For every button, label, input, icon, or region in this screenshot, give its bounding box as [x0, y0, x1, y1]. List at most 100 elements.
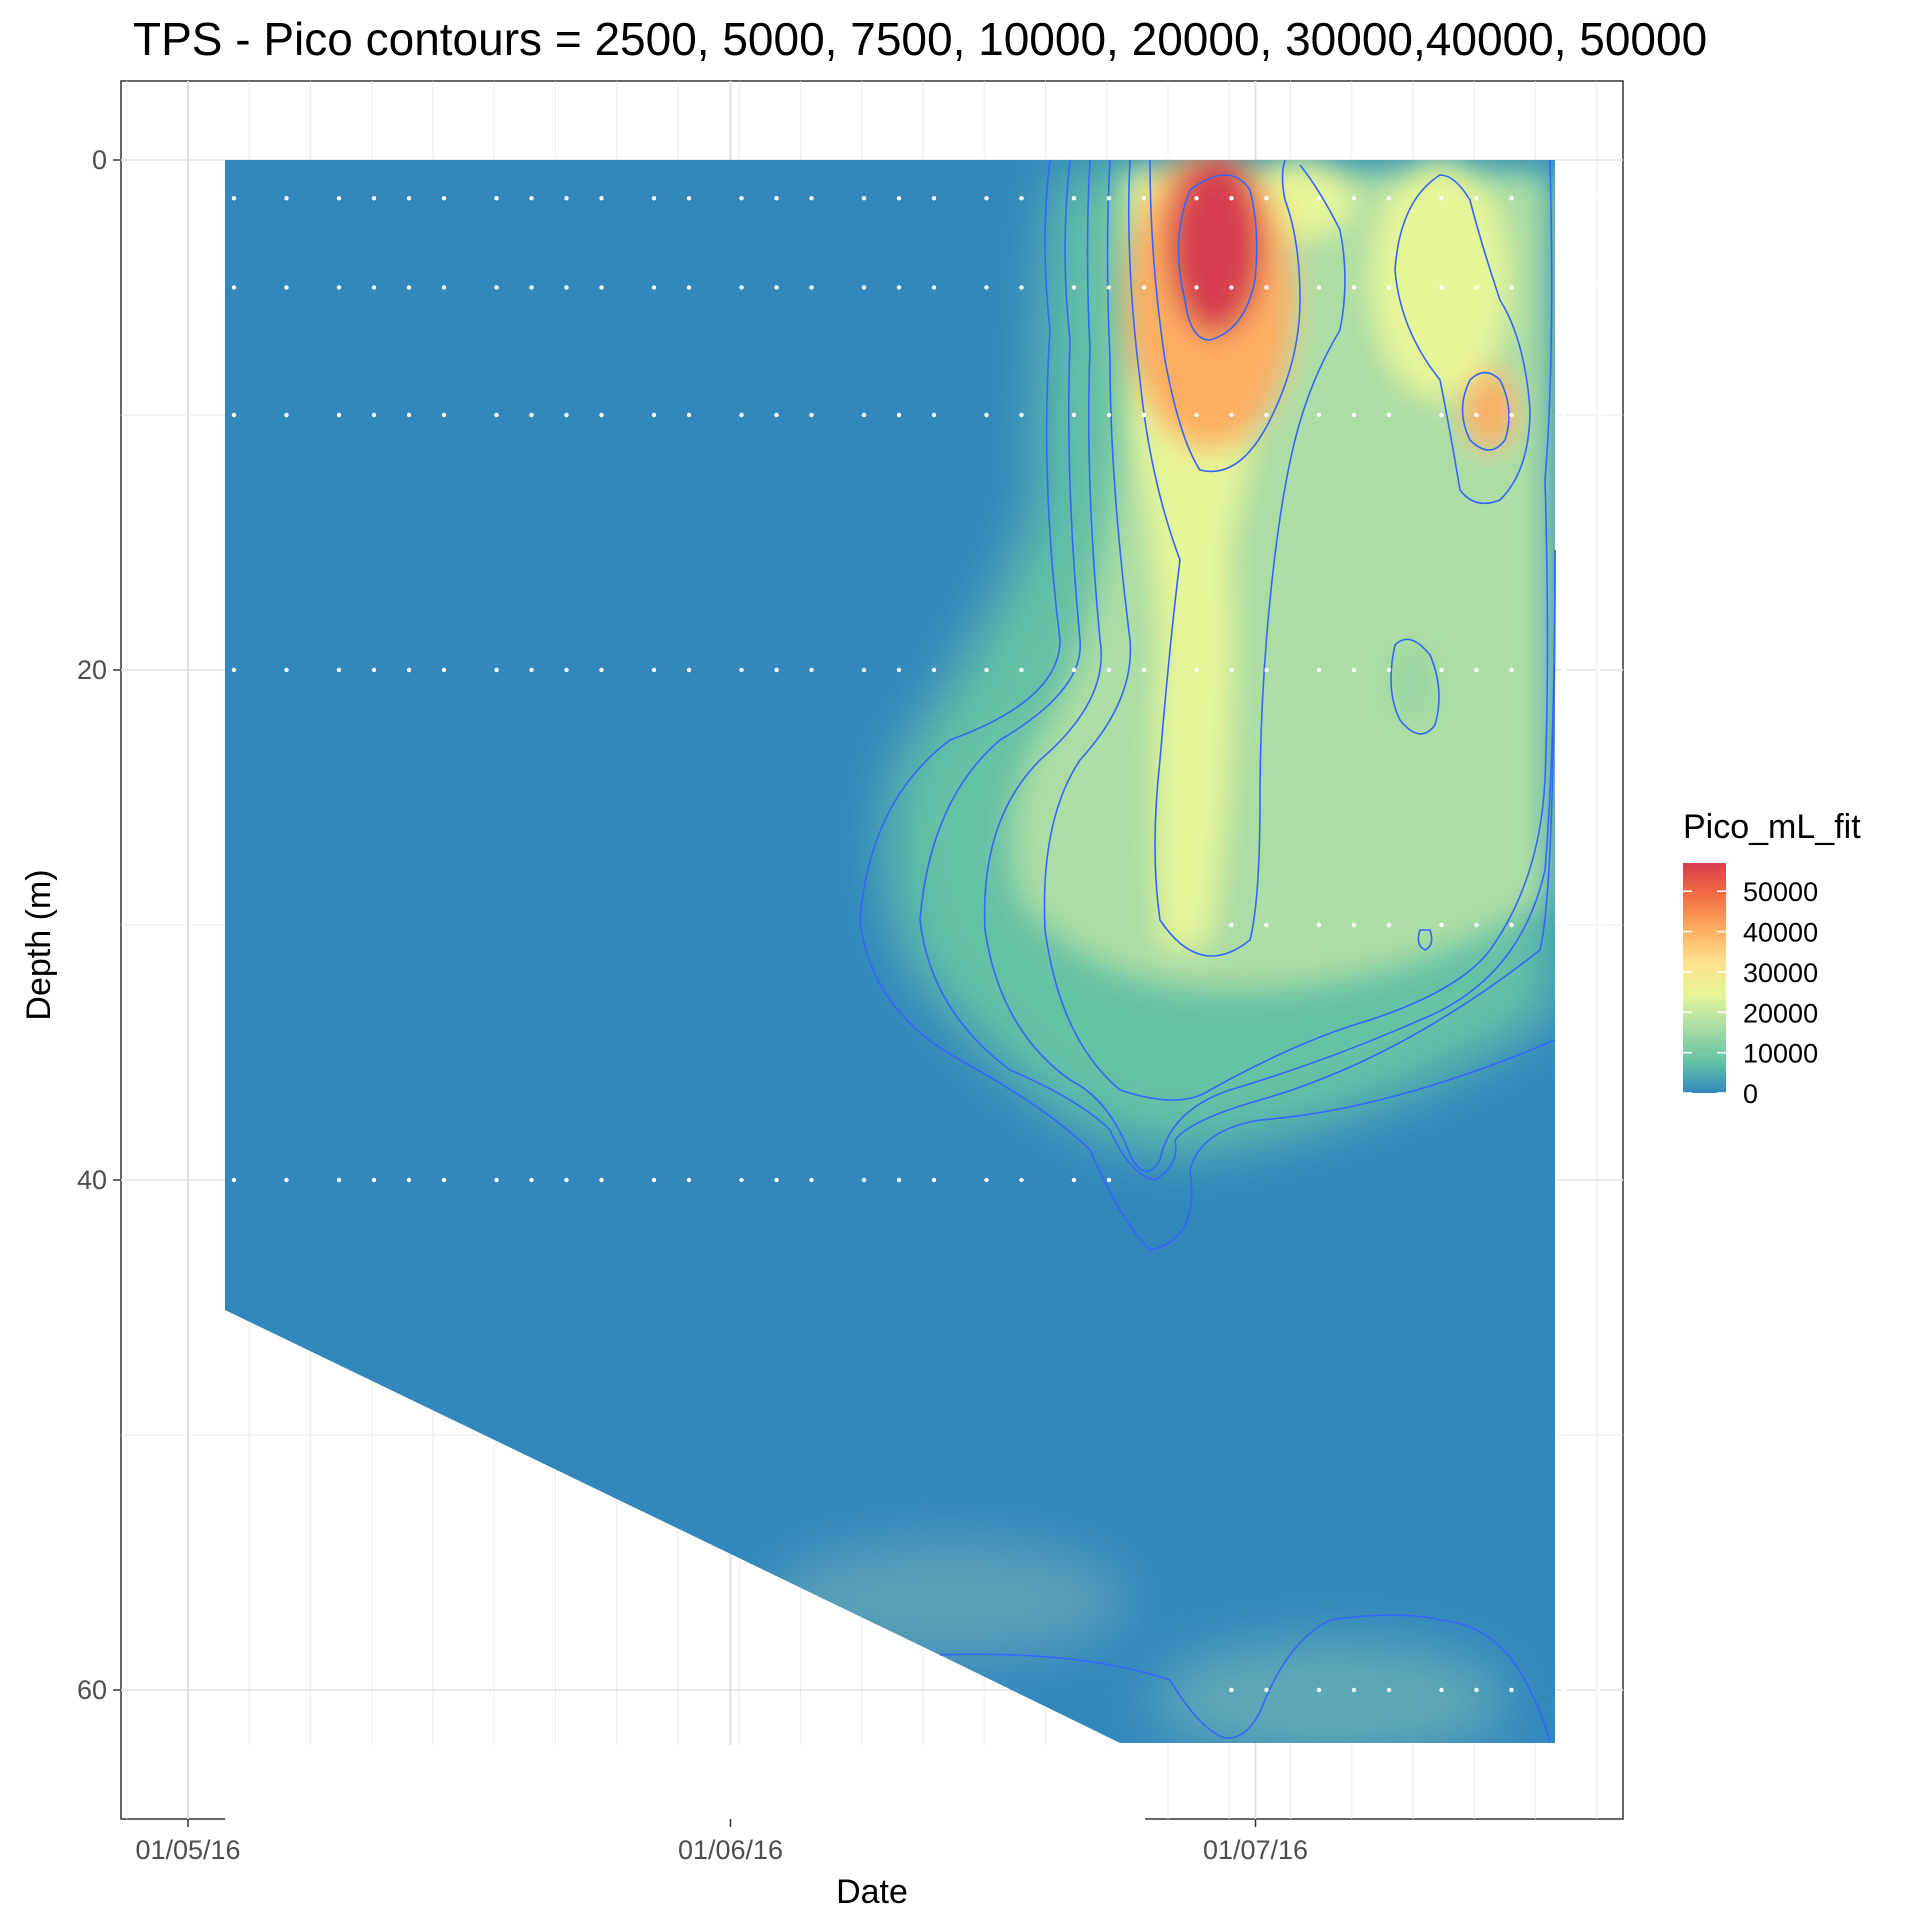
- sample-point: [861, 1177, 867, 1183]
- sample-point: [809, 285, 814, 290]
- sample-point: [494, 667, 499, 673]
- sample-point: [861, 285, 867, 290]
- sample-point: [529, 1177, 534, 1183]
- field-40000-small: [1464, 370, 1516, 450]
- x-tick-label: 01/07/16: [1203, 1835, 1308, 1865]
- sample-point: [441, 285, 447, 290]
- sample-point: [1019, 1177, 1024, 1183]
- y-axis-title: Depth (m): [20, 869, 58, 1020]
- sample-point: [1071, 667, 1077, 673]
- sample-point: [931, 1177, 937, 1183]
- sample-point: [1386, 922, 1392, 928]
- contour-20000-a: [1127, 159, 1346, 957]
- sample-point: [1439, 196, 1444, 201]
- sample-point: [1071, 285, 1077, 290]
- sample-point: [984, 1177, 989, 1183]
- contour-20000-hole: [1390, 638, 1440, 735]
- sample-point: [686, 1177, 692, 1183]
- mask-below-data: [225, 1745, 1145, 1825]
- sample-point: [1264, 196, 1269, 201]
- sample-point: [599, 667, 604, 673]
- legend-tick-label: 30000: [1743, 958, 1818, 988]
- sample-point: [809, 412, 814, 418]
- sample-point: [284, 1177, 289, 1183]
- sample-point: [1141, 412, 1147, 418]
- sample-point: [984, 285, 989, 290]
- sample-point: [1509, 412, 1514, 418]
- sample-point: [774, 1177, 779, 1183]
- contour-30000-right: [1394, 174, 1531, 505]
- sample-point: [1071, 412, 1077, 418]
- sample-point: [231, 1177, 237, 1183]
- x-tick-label: 01/05/16: [135, 1835, 240, 1865]
- sample-point: [809, 1177, 814, 1183]
- sample-point: [599, 412, 604, 418]
- sample-point: [441, 1177, 447, 1183]
- contour-50000: [1177, 174, 1258, 341]
- sample-point: [231, 196, 237, 201]
- sample-point: [1019, 667, 1024, 673]
- sample-point: [371, 412, 377, 418]
- sample-point: [739, 412, 744, 418]
- sample-point: [739, 285, 744, 290]
- sample-point: [896, 1177, 902, 1183]
- sample-point: [931, 412, 937, 418]
- sample-point: [406, 412, 412, 418]
- sample-point: [1229, 285, 1234, 290]
- field-30000-right: [1370, 160, 1510, 400]
- sample-point: [371, 667, 377, 673]
- sample-point: [564, 667, 569, 673]
- sample-point: [1386, 667, 1392, 673]
- y-tick-label: 0: [92, 145, 107, 175]
- sample-point: [1316, 922, 1322, 928]
- legend-tick-label: 0: [1743, 1079, 1758, 1109]
- sample-point: [686, 285, 692, 290]
- sample-point: [1264, 922, 1269, 928]
- sample-point: [1596, 196, 1602, 201]
- sample-point: [931, 285, 937, 290]
- sample-point: [931, 667, 937, 673]
- legend-tick-label: 40000: [1743, 918, 1818, 948]
- sample-point: [336, 285, 342, 290]
- sample-point: [1439, 412, 1444, 418]
- sample-point: [984, 412, 989, 418]
- sample-point: [1439, 667, 1444, 673]
- sample-point: [336, 1177, 342, 1183]
- sample-point: [651, 667, 657, 673]
- sample-point: [1264, 667, 1269, 673]
- sample-point: [1474, 196, 1479, 201]
- sample-point: [774, 285, 779, 290]
- sample-point: [651, 196, 657, 201]
- sample-point: [599, 285, 604, 290]
- sample-point: [599, 196, 604, 201]
- y-axis: 0 20 40 60: [77, 145, 121, 1705]
- legend-tick-label: 10000: [1743, 1039, 1818, 1069]
- sample-point: [1106, 285, 1112, 290]
- sample-point: [1351, 1687, 1357, 1693]
- sample-point: [1596, 667, 1602, 673]
- sample-point: [739, 667, 744, 673]
- sample-point: [984, 667, 989, 673]
- sample-point: [1351, 412, 1357, 418]
- contour-small-loop: [1417, 929, 1433, 951]
- sample-point: [1351, 196, 1357, 201]
- sample-point: [406, 196, 412, 201]
- sample-point: [284, 667, 289, 673]
- x-axis: 01/05/16 01/06/16 01/07/16: [135, 1819, 1308, 1865]
- sample-point: [651, 412, 657, 418]
- sample-point: [861, 667, 867, 673]
- contour-lines: [859, 159, 1556, 1744]
- contour-2500: [859, 159, 1556, 1251]
- sample-point: [1194, 667, 1199, 673]
- sample-point: [371, 285, 377, 290]
- sample-point: [686, 412, 692, 418]
- sample-point: [1141, 667, 1147, 673]
- sample-point: [1509, 285, 1514, 290]
- sample-point: [1351, 667, 1357, 673]
- sample-point: [371, 196, 377, 201]
- sample-point: [1509, 922, 1514, 928]
- sample-point: [1351, 922, 1357, 928]
- sample-point: [564, 412, 569, 418]
- sample-point: [686, 667, 692, 673]
